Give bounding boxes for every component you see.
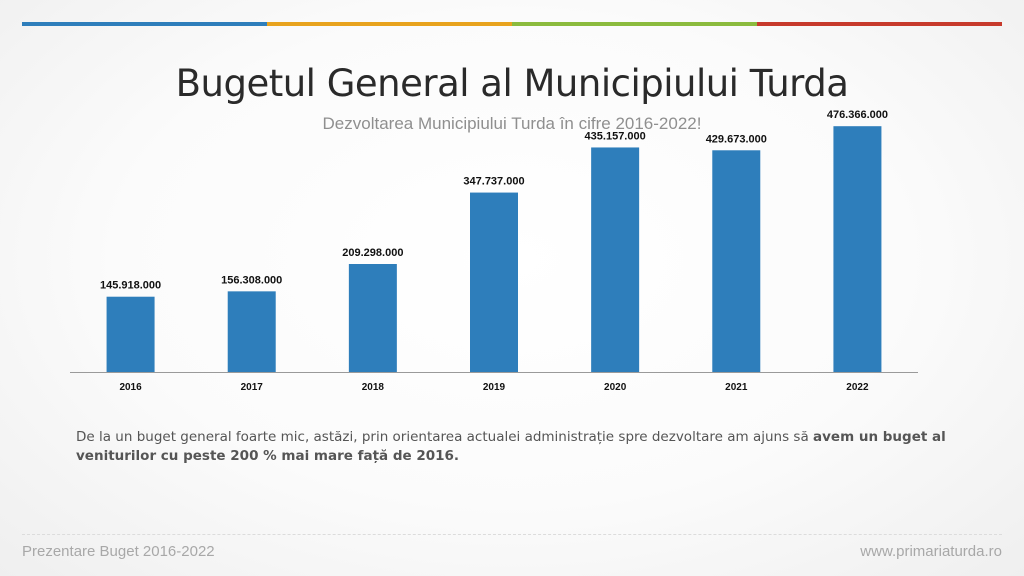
data-label-2018: 209.298.000 xyxy=(342,247,403,259)
top-bar-segment-red xyxy=(757,22,1002,26)
top-bar-segment-green xyxy=(512,22,757,26)
footer-presentation-label: Prezentare Buget 2016-2022 xyxy=(22,543,215,560)
description-bold: avem un buget al veniturilor cu peste 20… xyxy=(76,429,946,464)
data-label-2022: 476.366.000 xyxy=(827,109,888,121)
top-bar-segment-orange xyxy=(267,22,512,26)
description-text: De la un buget general foarte mic, astăz… xyxy=(76,428,956,466)
data-label-2019: 347.737.000 xyxy=(463,176,524,188)
data-label-2016: 145.918.000 xyxy=(100,280,161,292)
description-normal: De la un buget general foarte mic, astăz… xyxy=(76,429,814,445)
data-label-2021: 429.673.000 xyxy=(706,133,767,145)
footer-website-link[interactable]: www.primariaturda.ro xyxy=(860,543,1002,560)
x-tick-label-2022: 2022 xyxy=(846,382,869,393)
bar-2019 xyxy=(470,192,518,372)
x-tick-label-2017: 2017 xyxy=(241,382,264,393)
x-tick-label-2021: 2021 xyxy=(725,382,748,393)
bar-2020 xyxy=(591,147,640,372)
bar-2017 xyxy=(227,291,276,372)
top-bar-segment-blue xyxy=(22,22,267,26)
data-label-2020: 435.157.000 xyxy=(585,130,646,142)
top-color-bar xyxy=(22,22,1002,26)
bar-2016 xyxy=(106,296,155,372)
x-tick-label-2018: 2018 xyxy=(362,382,385,393)
x-tick-label-2019: 2019 xyxy=(483,382,506,393)
slide-subtitle: Dezvoltarea Municipiului Turda în cifre … xyxy=(322,114,702,133)
bar-2021 xyxy=(712,150,761,372)
bar-2018 xyxy=(348,264,397,372)
footer-divider xyxy=(22,534,1002,535)
x-tick-label-2016: 2016 xyxy=(119,382,142,393)
x-tick-label-2020: 2020 xyxy=(604,382,627,393)
data-label-2017: 156.308.000 xyxy=(221,274,282,286)
slide-title: Bugetul General al Municipiului Turda xyxy=(175,62,849,105)
budget-bar-chart: 145.918.000 2016 156.308.000 2017 209.298.00… xyxy=(70,109,918,393)
bar-2022 xyxy=(833,126,882,372)
